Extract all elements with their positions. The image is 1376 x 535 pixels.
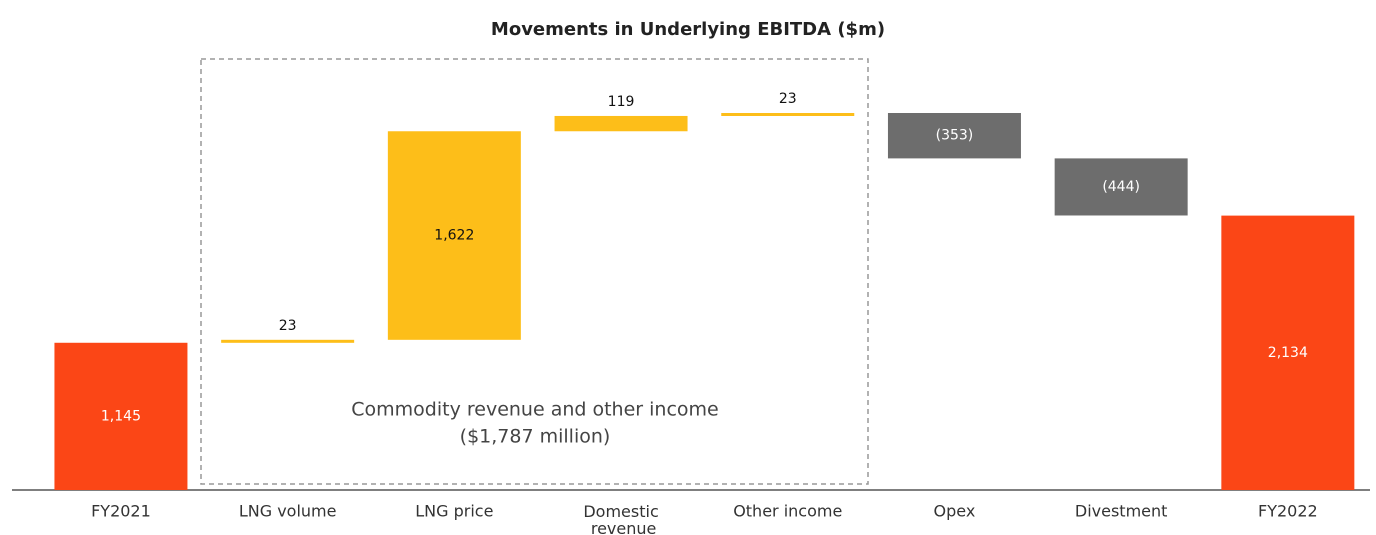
bar (221, 339, 355, 343)
x-tick-label: Other income (733, 502, 842, 521)
bar (54, 342, 188, 490)
annotation: Commodity revenue and other income (351, 399, 718, 421)
bar (554, 115, 688, 132)
x-tick-label: FY2022 (1258, 502, 1318, 521)
chart-title: Movements in Underlying EBITDA ($m) (491, 19, 885, 40)
bar (721, 113, 855, 116)
bar (387, 131, 521, 340)
value-label: 23 (779, 91, 797, 107)
value-label: (353) (936, 128, 974, 144)
group-box (200, 58, 869, 485)
value-label: 1,622 (434, 228, 474, 244)
x-tick-label: FY2021 (91, 502, 151, 521)
value-label: 2,134 (1268, 345, 1308, 361)
x-tick-label: Domestic revenue (583, 502, 658, 535)
x-tick-label: Opex (934, 502, 976, 521)
bar (1221, 215, 1355, 490)
value-label: 119 (608, 94, 635, 110)
value-label: 23 (279, 318, 297, 334)
x-tick-label: LNG volume (239, 502, 337, 521)
annotation: ($1,787 million) (460, 426, 611, 448)
x-tick-label: Divestment (1075, 502, 1168, 521)
bar (887, 113, 1021, 159)
value-label: (444) (1102, 179, 1140, 195)
bar (1054, 158, 1188, 216)
value-label: 1,145 (101, 408, 141, 424)
x-tick-label: LNG price (415, 502, 493, 521)
